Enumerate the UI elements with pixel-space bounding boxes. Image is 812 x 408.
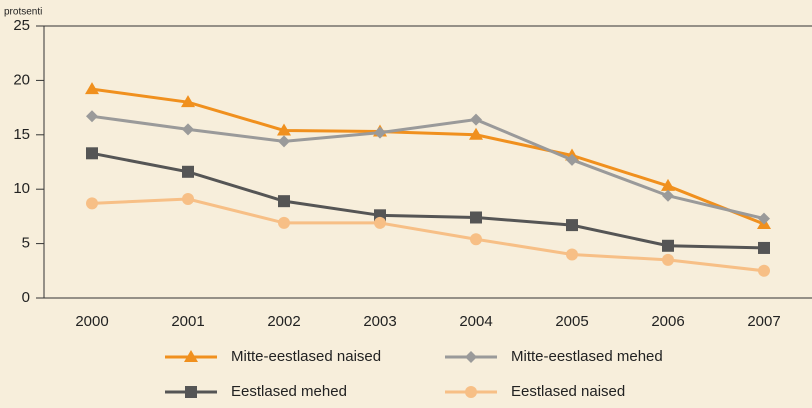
marker (661, 178, 675, 191)
marker (85, 82, 99, 95)
y-tick-label: 15 (13, 126, 30, 143)
series-line (91, 87, 765, 226)
legend-label: Mitte-eestlased naised (231, 348, 381, 365)
marker (181, 95, 195, 108)
legend-marker (185, 386, 197, 398)
marker (182, 192, 194, 205)
y-axis-label: protsenti (4, 7, 42, 18)
marker (86, 110, 98, 123)
y-tick-label: 10 (13, 180, 30, 197)
marker (758, 241, 770, 254)
marker (662, 239, 674, 252)
marker (566, 248, 578, 261)
marker (758, 212, 770, 225)
x-tick-label: 2000 (75, 313, 108, 330)
marker (566, 219, 578, 232)
series-line (91, 197, 765, 273)
marker (758, 264, 770, 277)
y-tick-label: 20 (13, 71, 30, 88)
marker (374, 126, 386, 139)
legend-label: Mitte-eestlased mehed (511, 348, 663, 365)
series-line (91, 151, 765, 250)
y-tick-label: 25 (13, 17, 30, 34)
y-tick-label: 0 (22, 289, 30, 306)
marker (182, 165, 194, 178)
x-tick-label: 2001 (171, 313, 204, 330)
marker (86, 147, 98, 160)
legend-marker (465, 386, 477, 398)
x-tick-label: 2005 (555, 313, 588, 330)
x-tick-label: 2002 (267, 313, 300, 330)
marker (470, 113, 482, 126)
x-tick-label: 2003 (363, 313, 396, 330)
legend-label: Eestlased naised (511, 383, 625, 400)
x-tick-label: 2007 (747, 313, 780, 330)
x-tick-label: 2004 (459, 313, 492, 330)
series-line (91, 114, 765, 221)
y-tick-label: 5 (22, 235, 30, 252)
marker (278, 216, 290, 229)
marker (662, 189, 674, 202)
legend-marker (465, 351, 477, 363)
marker (470, 233, 482, 246)
marker (662, 253, 674, 266)
legend-label: Eestlased mehed (231, 383, 347, 400)
marker (86, 197, 98, 210)
marker (470, 211, 482, 224)
legend-marker (184, 350, 198, 362)
marker (277, 123, 291, 136)
marker (278, 195, 290, 208)
marker (566, 153, 578, 166)
marker (469, 127, 483, 140)
marker (278, 135, 290, 148)
x-tick-label: 2006 (651, 313, 684, 330)
marker (374, 216, 386, 229)
marker (182, 123, 194, 136)
